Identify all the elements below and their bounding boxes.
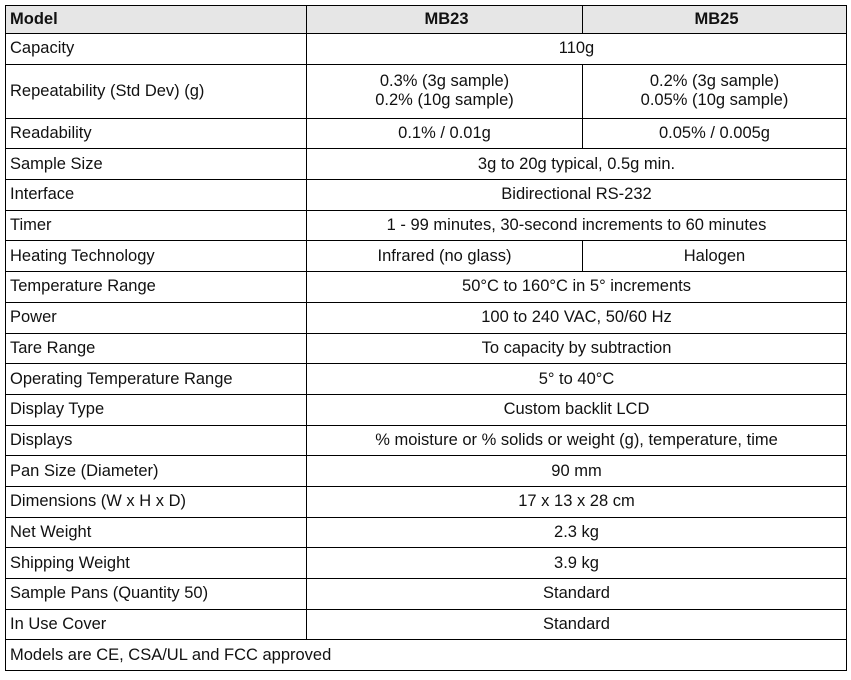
heating-mb23: Infrared (no glass) — [306, 240, 583, 273]
model-mb23-header: MB23 — [306, 5, 583, 34]
table-row-displays: Displays % moisture or % solids or weigh… — [5, 424, 847, 457]
table-row-shipping-weight: Shipping Weight 3.9 kg — [5, 547, 847, 579]
row-label: Dimensions (W x H x D) — [5, 485, 307, 518]
row-label: Pan Size (Diameter) — [5, 455, 307, 487]
row-label: Displays — [5, 424, 307, 457]
table-row-sample-size: Sample Size 3g to 20g typical, 0.5g min. — [5, 148, 847, 181]
spec-table: Model MB23 MB25 Capacity 110g Repeatabil… — [5, 5, 847, 672]
table-row-heating: Heating Technology Infrared (no glass) H… — [5, 240, 847, 273]
header-row: Model MB23 MB25 — [5, 5, 847, 34]
row-label: Capacity — [5, 33, 307, 65]
interface-value: Bidirectional RS-232 — [306, 179, 847, 211]
readability-mb25: 0.05% / 0.005g — [582, 117, 847, 150]
row-label: Tare Range — [5, 332, 307, 365]
table-row-tare-range: Tare Range To capacity by subtraction — [5, 332, 847, 365]
row-label: Heating Technology — [5, 240, 307, 273]
row-label: Sample Size — [5, 148, 307, 181]
row-label: Timer — [5, 209, 307, 242]
shipping-weight-value: 3.9 kg — [306, 547, 847, 579]
sample-pans-value: Standard — [306, 578, 847, 610]
displays-value: % moisture or % solids or weight (g), te… — [306, 424, 847, 457]
row-label: Interface — [5, 179, 307, 211]
table-row-display-type: Display Type Custom backlit LCD — [5, 393, 847, 426]
row-label: Temperature Range — [5, 271, 307, 303]
row-label: Display Type — [5, 393, 307, 426]
model-header: Model — [5, 5, 307, 34]
table-row-readability: Readability 0.1% / 0.01g 0.05% / 0.005g — [5, 117, 847, 150]
row-label: Shipping Weight — [5, 547, 307, 579]
row-label: In Use Cover — [5, 608, 307, 641]
repeatability-mb23-line2: 0.2% (10g sample) — [375, 91, 514, 110]
repeatability-mb23: 0.3% (3g sample) 0.2% (10g sample) — [306, 63, 583, 119]
repeatability-mb25-line1: 0.2% (3g sample) — [649, 72, 780, 91]
repeatability-mb25: 0.2% (3g sample) 0.05% (10g sample) — [582, 63, 847, 119]
readability-mb23: 0.1% / 0.01g — [306, 117, 583, 150]
repeatability-mb25-line2: 0.05% (10g sample) — [640, 91, 789, 110]
table-row-net-weight: Net Weight 2.3 kg — [5, 516, 847, 549]
display-type-value: Custom backlit LCD — [306, 393, 847, 426]
heating-mb25: Halogen — [582, 240, 847, 273]
table-row-timer: Timer 1 - 99 minutes, 30-second incremen… — [5, 209, 847, 242]
in-use-cover-value: Standard — [306, 608, 847, 641]
row-label: Net Weight — [5, 516, 307, 549]
table-row-operating-temperature: Operating Temperature Range 5° to 40°C — [5, 363, 847, 395]
table-row-temperature-range: Temperature Range 50°C to 160°C in 5° in… — [5, 271, 847, 303]
approval-note: Models are CE, CSA/UL and FCC approved — [5, 639, 847, 672]
power-value: 100 to 240 VAC, 50/60 Hz — [306, 301, 847, 334]
table-row-power: Power 100 to 240 VAC, 50/60 Hz — [5, 301, 847, 334]
table-row-pan-size: Pan Size (Diameter) 90 mm — [5, 455, 847, 487]
net-weight-value: 2.3 kg — [306, 516, 847, 549]
model-mb25-header: MB25 — [582, 5, 847, 34]
row-label: Repeatability (Std Dev) (g) — [5, 63, 307, 119]
table-row-in-use-cover: In Use Cover Standard — [5, 608, 847, 641]
table-row-dimensions: Dimensions (W x H x D) 17 x 13 x 28 cm — [5, 485, 847, 518]
repeatability-mb23-line1: 0.3% (3g sample) — [379, 72, 510, 91]
row-label: Sample Pans (Quantity 50) — [5, 578, 307, 610]
row-label: Operating Temperature Range — [5, 363, 307, 395]
operating-temperature-value: 5° to 40°C — [306, 363, 847, 395]
tare-range-value: To capacity by subtraction — [306, 332, 847, 365]
table-row-sample-pans: Sample Pans (Quantity 50) Standard — [5, 578, 847, 610]
table-row-interface: Interface Bidirectional RS-232 — [5, 179, 847, 211]
temperature-range-value: 50°C to 160°C in 5° increments — [306, 271, 847, 303]
dimensions-value: 17 x 13 x 28 cm — [306, 485, 847, 518]
row-label: Power — [5, 301, 307, 334]
table-row-repeatability: Repeatability (Std Dev) (g) 0.3% (3g sam… — [5, 63, 847, 119]
pan-size-value: 90 mm — [306, 455, 847, 487]
capacity-value: 110g — [306, 33, 847, 65]
sample-size-value: 3g to 20g typical, 0.5g min. — [306, 148, 847, 181]
table-row-capacity: Capacity 110g — [5, 33, 847, 65]
row-label: Readability — [5, 117, 307, 150]
timer-value: 1 - 99 minutes, 30-second increments to … — [306, 209, 847, 242]
table-row-footer-note: Models are CE, CSA/UL and FCC approved — [5, 639, 847, 672]
